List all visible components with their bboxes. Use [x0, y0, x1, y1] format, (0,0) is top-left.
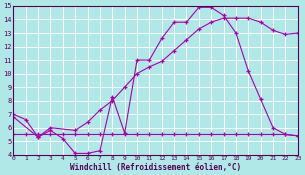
- X-axis label: Windchill (Refroidissement éolien,°C): Windchill (Refroidissement éolien,°C): [70, 163, 241, 172]
